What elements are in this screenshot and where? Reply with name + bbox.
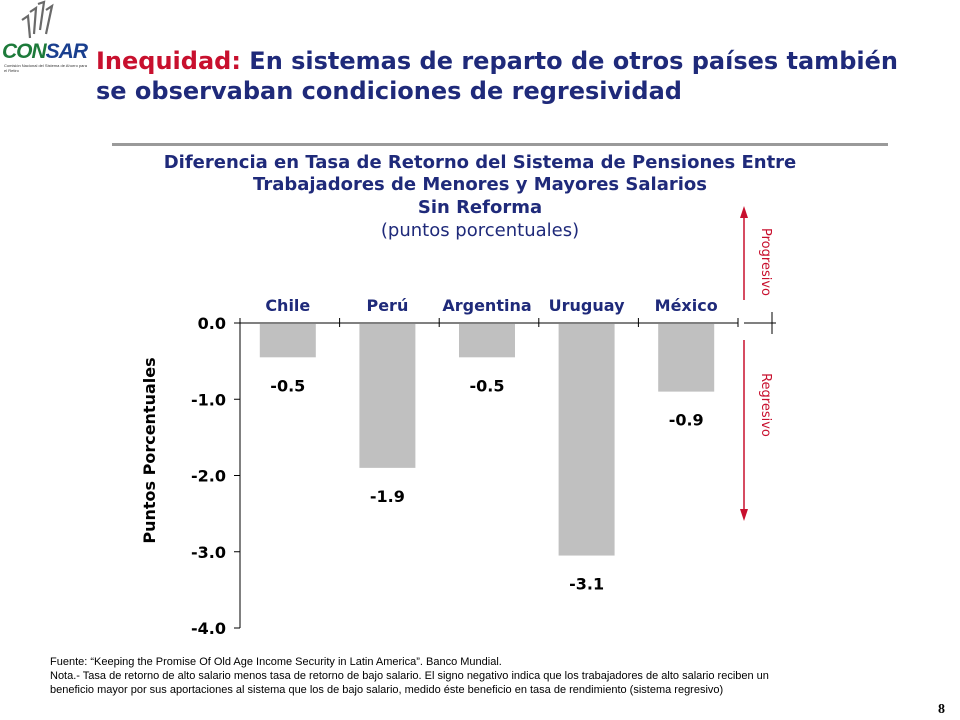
y-tick-label: -1.0 bbox=[191, 390, 226, 409]
logo-wordmark: CONSAR bbox=[2, 40, 88, 63]
chart-title-line-3: Sin Reforma bbox=[417, 197, 543, 218]
footer-note: Nota.- Tasa de retorno de alto salario m… bbox=[50, 670, 769, 696]
arrow-up-icon bbox=[740, 206, 748, 218]
regresivo-label: Regresivo bbox=[758, 373, 773, 437]
progresivo-label: Progresivo bbox=[758, 228, 773, 296]
chart-title-line-2: Trabajadores de Menores y Mayores Salari… bbox=[253, 174, 707, 195]
slide-title: Inequidad: En sistemas de reparto de otr… bbox=[96, 46, 936, 106]
consar-logo: CONSAR Comisión Nacional del Sistema de … bbox=[0, 0, 90, 73]
y-tick-label: 0.0 bbox=[198, 314, 226, 333]
title-divider bbox=[112, 143, 888, 146]
category-label: Argentina bbox=[442, 296, 531, 315]
bar-perú bbox=[359, 324, 416, 468]
data-label: -0.9 bbox=[669, 411, 704, 430]
chart-subtitle: (puntos porcentuales) bbox=[380, 220, 580, 241]
footer: Fuente: “Keeping the Promise Of Old Age … bbox=[50, 655, 810, 697]
data-label: -0.5 bbox=[270, 376, 305, 395]
category-label: Perú bbox=[366, 296, 408, 315]
slide-title-text: En sistemas de reparto de otros países t… bbox=[96, 47, 898, 105]
bar-argentina bbox=[459, 324, 515, 358]
y-tick-label: -4.0 bbox=[191, 619, 226, 638]
arrow-down-icon bbox=[740, 509, 748, 521]
category-label: México bbox=[655, 296, 718, 315]
logo-subtitle: Comisión Nacional del Sistema de Ahorro … bbox=[4, 63, 87, 73]
data-label: -3.1 bbox=[569, 575, 604, 594]
category-label: Chile bbox=[265, 296, 310, 315]
data-label: -1.9 bbox=[370, 487, 405, 506]
bar-chile bbox=[259, 324, 316, 358]
page-number: 8 bbox=[938, 702, 945, 717]
y-tick-label: -2.0 bbox=[191, 467, 226, 486]
data-label: -0.5 bbox=[470, 376, 505, 395]
y-tick-label: -3.0 bbox=[191, 543, 226, 562]
y-axis-label: Puntos Porcentuales bbox=[140, 357, 159, 543]
bar-uruguay bbox=[558, 324, 615, 556]
slide-title-highlight: Inequidad: bbox=[96, 47, 241, 75]
category-label: Uruguay bbox=[549, 296, 625, 315]
logo-emblem-icon bbox=[21, 0, 54, 39]
bar-méxico bbox=[658, 324, 715, 392]
chart-title-line-1: Diferencia en Tasa de Retorno del Sistem… bbox=[163, 152, 797, 173]
footer-source: Fuente: “Keeping the Promise Of Old Age … bbox=[50, 656, 502, 668]
